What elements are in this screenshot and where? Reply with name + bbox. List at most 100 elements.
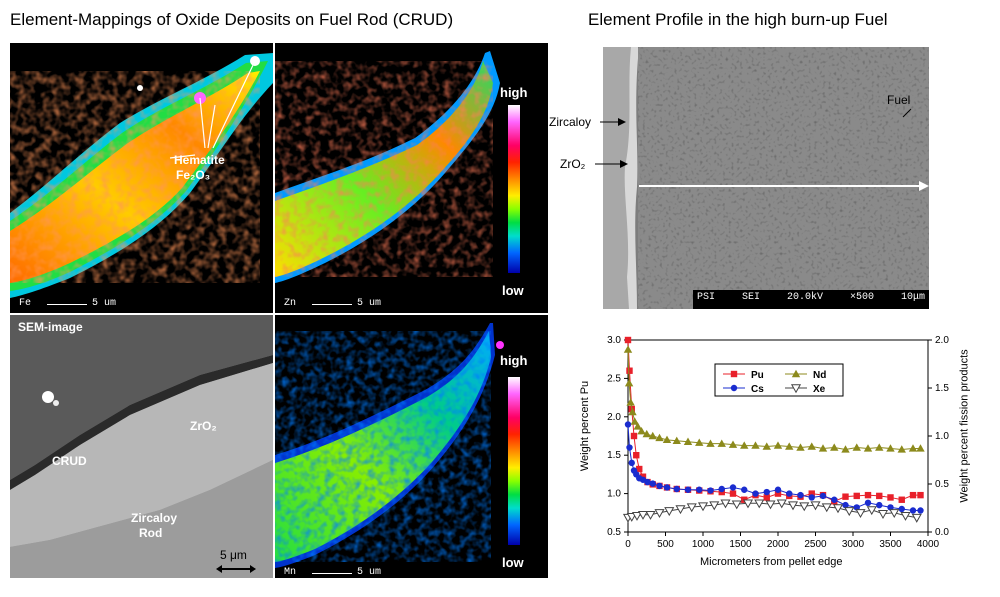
data-point-cs — [864, 499, 872, 507]
data-point-nd — [773, 441, 783, 449]
fuel-footer-bar: PSI SEI 20.0kV ×500 10μm — [697, 292, 925, 303]
y-left-tick-label: 1.0 — [607, 489, 621, 500]
data-point-cs — [774, 486, 782, 493]
data-point-xe — [787, 501, 799, 511]
data-point-cs — [684, 486, 692, 493]
fe-element-map: Hematite Fe₂O₃ Fe 5 um — [10, 43, 273, 313]
y-right-tick-label: 2.0 — [935, 335, 949, 346]
chart-svg: 0 500 1000 1500 2000 2500 3000 3500 4000 0.5 1.0 1.… — [607, 335, 949, 550]
data-point-cs — [853, 504, 860, 511]
data-point-nd — [662, 435, 672, 444]
data-point-xe — [810, 501, 821, 511]
data-point-xe — [631, 511, 643, 521]
left-figure-title: Element-Mappings of Oxide Deposits on Fu… — [10, 10, 454, 29]
zircaloy-rod-label-line2: Rod — [139, 526, 163, 540]
legend-marker-nd — [791, 369, 801, 378]
data-point-nd — [717, 439, 726, 447]
data-point-cs — [909, 507, 917, 514]
mn-colorbar-low-label: low — [502, 555, 524, 570]
data-point-xe — [821, 503, 832, 513]
data-point-pu — [909, 491, 917, 499]
zn-colorbar-high-label: high — [500, 85, 528, 100]
data-point-xe — [832, 504, 844, 514]
data-point-pu — [898, 496, 905, 503]
fe-map-image — [10, 53, 273, 298]
data-point-cs — [797, 491, 804, 499]
data-point-nd — [807, 442, 816, 450]
x-tick-label: 2500 — [804, 539, 827, 550]
data-point-pu — [636, 465, 643, 473]
data-point-cs — [786, 490, 793, 497]
data-point-cs — [763, 488, 770, 496]
y-right-tick-label: 1.5 — [935, 383, 949, 394]
data-point-xe — [765, 500, 776, 510]
fe-element-label: Fe — [19, 298, 32, 309]
legend-label-pu: Pu — [751, 370, 764, 381]
fuel-micrograph — [603, 47, 929, 309]
footer-scale: 10μm — [900, 292, 925, 303]
data-point-xe — [720, 499, 731, 509]
data-point-cs — [898, 505, 905, 513]
data-point-pu — [630, 432, 638, 440]
data-point-nd — [863, 444, 873, 452]
data-point-cs — [628, 459, 635, 467]
data-point-nd — [830, 443, 839, 451]
data-point-xe — [742, 499, 754, 509]
data-point-cs — [696, 486, 703, 493]
data-point-cs — [673, 485, 680, 493]
legend-label-nd: Nd — [813, 370, 826, 381]
data-point-xe — [911, 513, 922, 523]
data-point-nd — [740, 441, 749, 449]
data-point-cs — [917, 507, 924, 514]
x-tick-label: 4000 — [917, 539, 940, 550]
data-point-xe — [889, 509, 900, 519]
data-point-cs — [808, 494, 815, 501]
data-point-nd — [633, 422, 642, 430]
data-point-pu — [633, 452, 640, 459]
data-point-pu — [774, 490, 782, 497]
data-point-xe — [866, 506, 877, 516]
data-point-cs — [663, 484, 671, 491]
data-point-pu — [729, 490, 737, 497]
x-tick-label: 1000 — [692, 539, 715, 550]
footer-magnification: ×500 — [849, 292, 874, 303]
legend-marker-xe — [790, 384, 802, 394]
y-left-tick-label: 1.5 — [607, 450, 621, 461]
data-point-xe — [844, 507, 855, 517]
data-point-cs — [842, 501, 849, 509]
footer-kv: 20.0kV — [786, 292, 823, 303]
data-point-xe — [799, 502, 810, 512]
legend-marker-cs — [730, 384, 738, 392]
data-point-xe — [855, 509, 866, 519]
mn-colorbar-high-label: high — [500, 353, 528, 368]
data-point-nd — [897, 445, 906, 453]
data-point-xe — [654, 509, 665, 519]
data-point-pu — [876, 492, 883, 500]
data-point-cs — [707, 487, 714, 494]
crud-label: CRUD — [52, 454, 87, 468]
data-point-cs — [626, 444, 633, 451]
x-tick-label: 1500 — [729, 539, 752, 550]
data-point-cs — [649, 480, 656, 487]
data-point-cs — [624, 421, 632, 428]
hematite-label: Hematite — [174, 153, 225, 167]
hematite-formula-label: Fe₂O₃ — [176, 168, 211, 182]
data-point-cs — [819, 492, 827, 500]
x-tick-label: 3000 — [842, 539, 865, 550]
data-point-cs — [729, 484, 737, 491]
element-profile-chart: 0 500 1000 1500 2000 2500 3000 3500 4000 0.5 1.0 1.… — [570, 320, 990, 592]
data-point-nd — [762, 442, 771, 450]
zn-colorbar-low-label: low — [502, 283, 524, 298]
data-point-nd — [628, 407, 637, 416]
data-point-pu — [763, 494, 770, 501]
data-point-nd — [886, 444, 895, 452]
data-point-cs — [876, 501, 883, 509]
data-point-cs — [831, 496, 838, 503]
data-point-pu — [887, 494, 894, 501]
x-tick-label: 3500 — [879, 539, 902, 550]
data-point-cs — [887, 504, 894, 511]
legend-label-cs: Cs — [751, 384, 764, 395]
mn-colorbar — [508, 377, 520, 545]
x-tick-label: 2000 — [767, 539, 790, 550]
y-left-tick-label: 2.5 — [607, 373, 621, 384]
